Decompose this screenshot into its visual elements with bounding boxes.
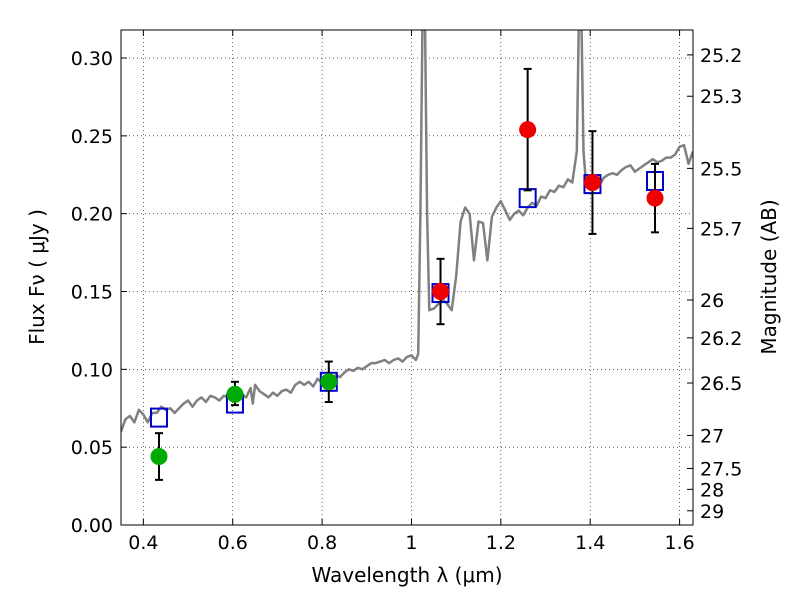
y-tick-label: 0.10 xyxy=(71,359,113,381)
y2-axis-label: Magnitude (AB) xyxy=(757,199,781,354)
x-tick-label: 1 xyxy=(405,532,417,554)
x-tick-label: 1.2 xyxy=(486,532,516,554)
photometry-point xyxy=(226,385,244,403)
photometry-point xyxy=(432,283,450,301)
y-tick-label: 0.25 xyxy=(71,126,113,148)
ticks: 0.4 0.6 0.8 1 1.2 1.4 1.6 0.00 0.05 0.10 0.15 0.20 0… xyxy=(71,30,742,554)
y2-tick-label: 25.5 xyxy=(700,158,742,180)
model-square-marker xyxy=(149,407,168,428)
photometry-point xyxy=(150,448,168,466)
y-tick-label: 0.05 xyxy=(71,437,113,459)
photometry-point xyxy=(646,189,664,207)
x-tick-label: 1.6 xyxy=(664,532,694,554)
y2-tick-label: 26 xyxy=(700,290,724,312)
y-tick-label: 0.20 xyxy=(71,204,113,226)
x-tick-label: 1.4 xyxy=(575,532,605,554)
y2-tick-label: 28 xyxy=(700,479,724,501)
y2-tick-label: 27.5 xyxy=(700,458,742,480)
y2-tick-label: 27 xyxy=(700,425,724,447)
x-tick-label: 0.8 xyxy=(307,532,337,554)
photometry-point xyxy=(320,373,338,391)
photometry-point xyxy=(583,174,601,192)
y2-tick-label: 29 xyxy=(700,501,724,523)
plot-area-background xyxy=(121,30,693,525)
x-tick-label: 0.6 xyxy=(218,532,248,554)
y2-tick-label: 26.2 xyxy=(700,328,742,350)
y-tick-label: 0.00 xyxy=(71,515,113,537)
y-tick-label: 0.15 xyxy=(71,282,113,304)
photometry-point xyxy=(519,121,537,139)
y-tick-label: 0.30 xyxy=(71,48,113,70)
y2-tick-label: 26.5 xyxy=(700,373,742,395)
y2-tick-label: 25.7 xyxy=(700,218,742,240)
y2-tick-label: 25.2 xyxy=(700,45,742,67)
plot-frame xyxy=(120,29,694,526)
x-axis-label: Wavelength λ (μm) xyxy=(311,563,502,587)
x-tick-label: 0.4 xyxy=(128,532,158,554)
data-layer xyxy=(121,30,693,481)
y2-tick-label: 25.3 xyxy=(700,86,742,108)
y-axis-label: Flux Fν ( μJy ) xyxy=(25,209,49,345)
